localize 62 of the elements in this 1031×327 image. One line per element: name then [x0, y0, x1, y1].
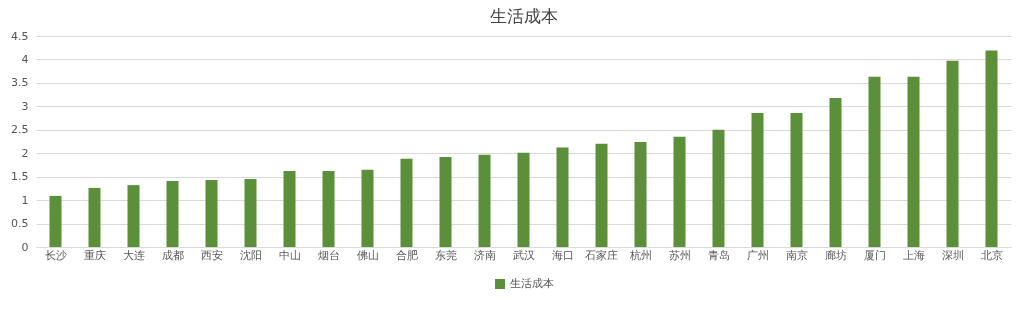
bar	[166, 180, 179, 247]
y-tick-label: 3.5	[11, 76, 29, 90]
x-tick-label: 青岛	[707, 248, 730, 262]
bar	[49, 195, 62, 247]
bar	[88, 187, 101, 247]
x-tick-label: 深圳	[941, 248, 964, 262]
bar	[205, 179, 218, 247]
y-tick-label: 0	[21, 240, 29, 254]
bar	[556, 147, 569, 247]
x-tick-label: 西安	[200, 248, 223, 262]
bar	[595, 143, 608, 247]
x-tick-label: 重庆	[83, 248, 106, 262]
bar	[439, 156, 452, 247]
x-tick-label: 成都	[161, 248, 184, 262]
x-tick-label: 石家庄	[585, 248, 618, 262]
x-tick-label: 廊坊	[824, 248, 847, 262]
x-tick-label: 济南	[473, 248, 496, 262]
x-tick-label: 广州	[746, 248, 769, 262]
bar	[829, 97, 842, 247]
x-tick-label: 苏州	[668, 248, 691, 262]
bar	[673, 136, 686, 247]
y-tick-label: 2	[21, 146, 29, 160]
bar	[400, 158, 413, 247]
x-tick-label: 佛山	[356, 248, 379, 262]
x-tick-label: 杭州	[628, 248, 652, 262]
y-tick-label: 2.5	[11, 123, 29, 137]
x-tick-label: 烟台	[317, 248, 340, 262]
y-tick-label: 4	[21, 52, 29, 66]
bar	[127, 185, 140, 247]
bar	[634, 141, 647, 247]
bar	[985, 50, 998, 247]
bar	[322, 171, 335, 247]
x-tick-label: 北京	[980, 248, 1003, 262]
legend-label: 生活成本	[510, 277, 554, 290]
x-tick-label: 南京	[785, 248, 808, 262]
y-tick-label: 1.5	[11, 170, 29, 184]
bar	[478, 154, 491, 247]
x-tick-label: 武汉	[512, 248, 535, 262]
x-tick-label: 海口	[551, 248, 574, 262]
x-tick-label: 长沙	[44, 248, 67, 262]
bar	[283, 171, 296, 247]
chart-title: 生活成本	[489, 6, 558, 26]
y-tick-label: 0.5	[11, 217, 29, 231]
bar	[361, 169, 374, 247]
bar	[712, 129, 725, 247]
x-tick-label: 厦门	[863, 248, 886, 262]
bar	[790, 112, 803, 247]
bar	[946, 60, 959, 247]
y-tick-label: 1	[21, 193, 29, 207]
bar	[751, 112, 764, 247]
x-tick-label: 东莞	[434, 248, 457, 262]
x-tick-label: 上海	[902, 248, 925, 262]
bar	[907, 76, 920, 247]
x-tick-label: 合肥	[395, 248, 418, 262]
x-tick-label: 中山	[278, 248, 301, 262]
bar	[868, 76, 881, 247]
x-tick-label: 沈阳	[239, 248, 262, 262]
y-tick-label: 4.5	[11, 29, 29, 43]
x-tick-label: 大连	[122, 248, 145, 262]
y-tick-label: 3	[21, 99, 29, 113]
bar	[517, 152, 530, 247]
bar	[244, 179, 257, 247]
